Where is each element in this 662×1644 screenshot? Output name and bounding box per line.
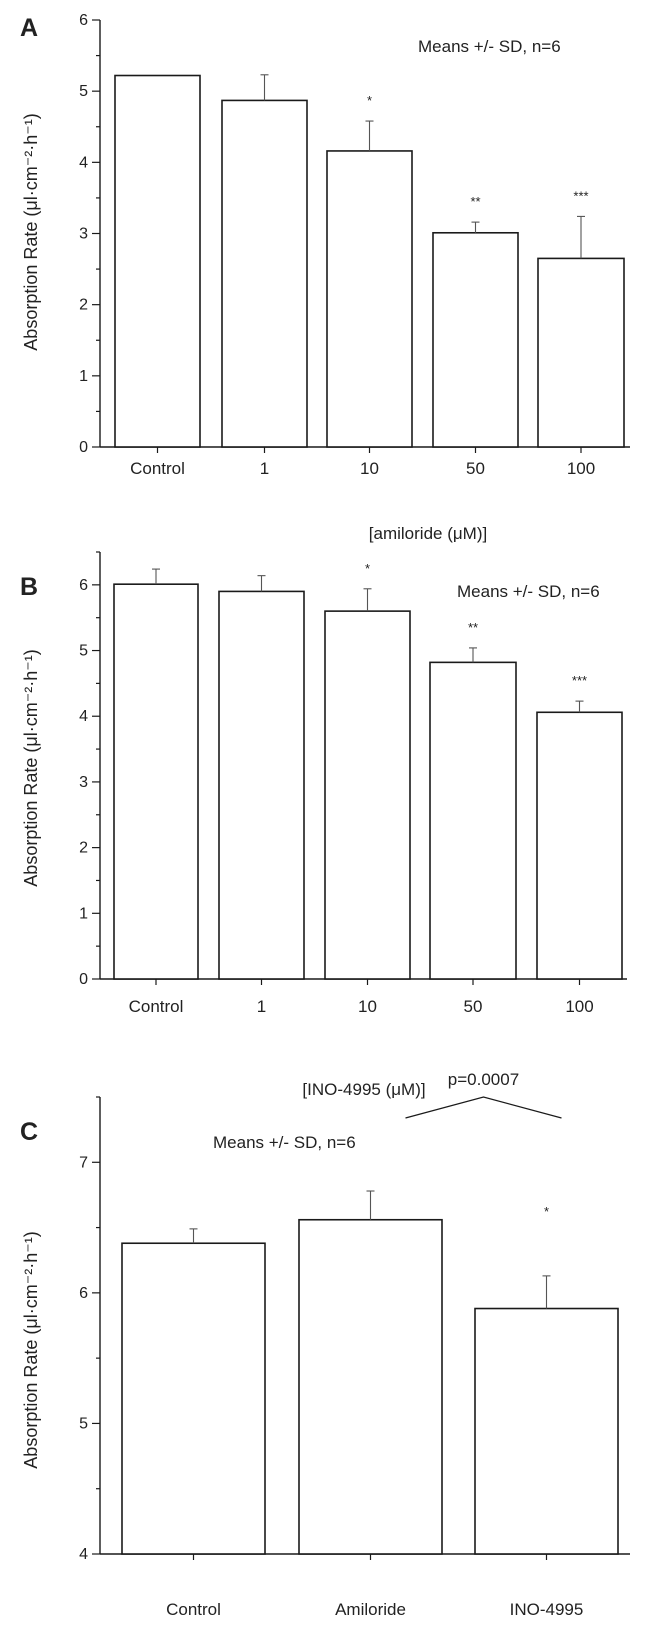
bar: [326, 150, 413, 448]
significance-marker: ***: [573, 188, 588, 203]
category-label: Control: [129, 997, 184, 1016]
bar: [221, 99, 308, 448]
y-tick-label: 0: [79, 971, 88, 988]
bar: [298, 1218, 443, 1555]
y-tick-label: 1: [79, 368, 88, 385]
panel-c: C Absorption Rate (μl·cm⁻²·h⁻¹) Means +/…: [20, 1070, 630, 1619]
panel-letter-c: C: [20, 1118, 38, 1146]
bar: [536, 711, 623, 980]
category-label: INO-4995: [510, 1600, 584, 1619]
y-tick-label: 4: [79, 1546, 88, 1563]
y-tick-label: 7: [79, 1154, 88, 1171]
significance-marker: **: [468, 620, 478, 635]
panel-letter-a: A: [20, 14, 38, 42]
annotation-b: Means +/- SD, n=6: [457, 582, 600, 601]
category-label: 1: [257, 997, 266, 1016]
panel-letter-b: B: [20, 573, 38, 601]
bar: [537, 257, 625, 448]
bar: [324, 610, 411, 980]
plot-area-a: 0 1 2 3 4 5 6 Control 1 10 * 50 ** 100 ***: [79, 12, 630, 478]
significance-marker: *: [365, 561, 370, 576]
bar: [429, 661, 517, 980]
bar: [114, 74, 201, 448]
bar: [121, 1242, 266, 1555]
y-tick-label: 6: [79, 577, 88, 594]
significance-marker: *: [544, 1204, 549, 1219]
y-axis-label-a: Absorption Rate (μl·cm⁻²·h⁻¹): [21, 113, 41, 350]
y-tick-label: 2: [79, 297, 88, 314]
bar: [218, 590, 305, 980]
y-axis-label-c: Absorption Rate (μl·cm⁻²·h⁻¹): [21, 1231, 41, 1468]
y-tick-label: 0: [79, 439, 88, 456]
category-label: 100: [567, 459, 595, 478]
p-value-label: p=0.0007: [448, 1070, 519, 1089]
category-label: Amiloride: [335, 1600, 406, 1619]
category-label: 50: [466, 459, 485, 478]
x-axis-label-a: [amiloride (μM)]: [369, 524, 487, 543]
category-label: 10: [360, 459, 379, 478]
significance-marker: ***: [572, 673, 587, 688]
significance-marker: *: [367, 93, 372, 108]
bar: [113, 583, 199, 980]
y-tick-label: 4: [79, 708, 88, 725]
category-label: 50: [464, 997, 483, 1016]
category-label: Control: [166, 1600, 221, 1619]
panel-b: B Absorption Rate (μl·cm⁻²·h⁻¹) Means +/…: [20, 551, 627, 1099]
panel-a: A Absorption Rate (μl·cm⁻²·h⁻¹) Means +/…: [20, 12, 630, 543]
x-axis-label-b: [INO-4995 (μM)]: [302, 1080, 425, 1099]
y-tick-label: 5: [79, 83, 88, 100]
comparison-bracket: [405, 1096, 562, 1119]
category-label: Control: [130, 459, 185, 478]
y-tick-label: 5: [79, 1415, 88, 1432]
y-tick-label: 4: [79, 154, 88, 171]
category-label: 1: [260, 459, 269, 478]
y-tick-label: 6: [79, 12, 88, 29]
y-tick-label: 5: [79, 643, 88, 660]
category-label: 100: [565, 997, 593, 1016]
bar: [474, 1307, 619, 1555]
y-tick-label: 3: [79, 226, 88, 243]
y-tick-label: 1: [79, 905, 88, 922]
annotation-a: Means +/- SD, n=6: [418, 37, 561, 56]
y-axis-label-b: Absorption Rate (μl·cm⁻²·h⁻¹): [21, 649, 41, 886]
y-tick-label: 2: [79, 840, 88, 857]
y-tick-label: 3: [79, 774, 88, 791]
annotation-c: Means +/- SD, n=6: [213, 1133, 356, 1152]
y-tick-label: 6: [79, 1285, 88, 1302]
category-label: 10: [358, 997, 377, 1016]
significance-marker: **: [470, 194, 480, 209]
plot-area-c: 4 5 6 7 Control Amiloride INO-4995 * p=0.0007: [79, 1070, 630, 1619]
plot-area-b: 0 1 2 3 4 5 6 Control 1 10 * 50 ** 100 ***: [79, 551, 627, 1016]
bar: [432, 231, 519, 448]
